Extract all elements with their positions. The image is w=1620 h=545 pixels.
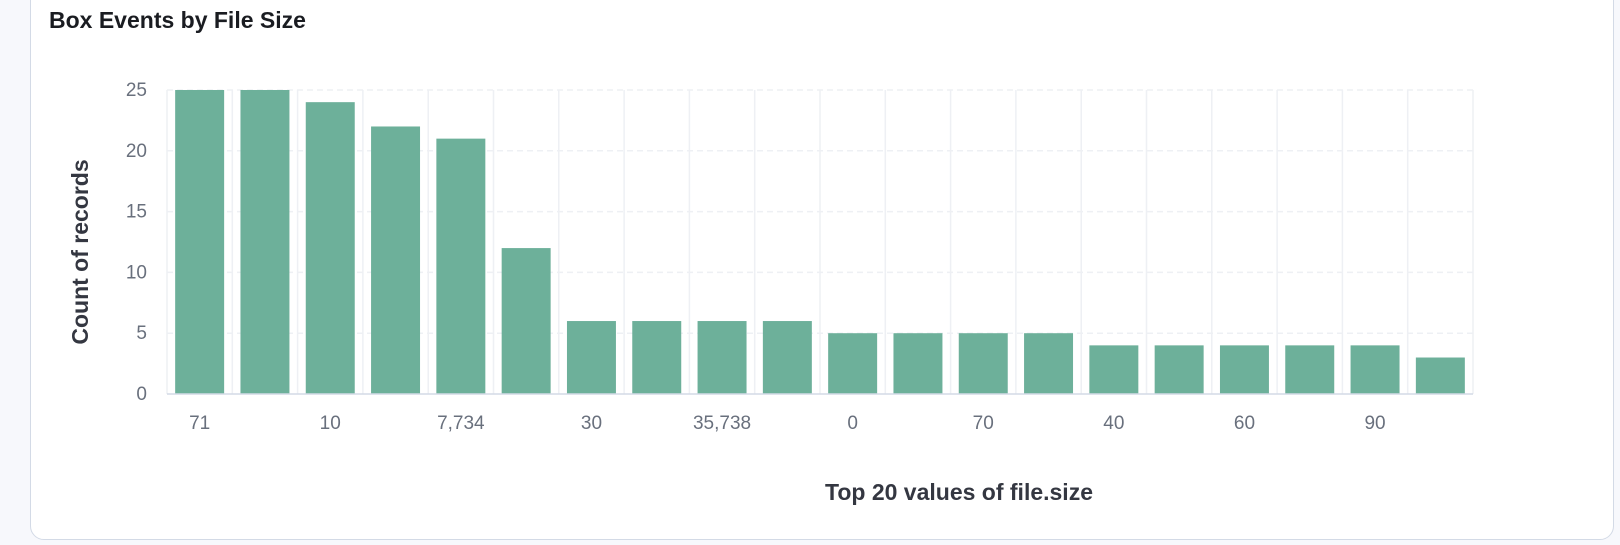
bar[interactable]	[958, 333, 1008, 394]
x-tick-label: 90	[1364, 413, 1385, 434]
y-tick-label: 25	[126, 80, 147, 101]
bar[interactable]	[632, 321, 682, 394]
bar[interactable]	[1024, 333, 1074, 394]
bar[interactable]	[762, 321, 812, 394]
bar[interactable]	[697, 321, 747, 394]
grid-lines	[166, 89, 1474, 394]
bar[interactable]	[566, 321, 616, 394]
axes: 0 5 10 15 20 25 71 10 7,734 30 35,738 0 70 40 60 90	[126, 80, 1473, 434]
x-tick-label: 10	[320, 413, 341, 434]
y-tick-label: 5	[136, 323, 147, 344]
y-axis-title: Count of records	[67, 159, 93, 344]
y-tick-label: 15	[126, 202, 147, 223]
bar[interactable]	[1154, 345, 1204, 394]
bar[interactable]	[1285, 345, 1335, 394]
x-tick-label: 35,738	[693, 413, 751, 434]
x-tick-label: 7,734	[437, 413, 485, 434]
x-tick-label: 60	[1234, 413, 1255, 434]
x-axis-title: Top 20 values of file.size	[825, 479, 1093, 505]
bar[interactable]	[1089, 345, 1139, 394]
x-tick-label: 0	[847, 413, 858, 434]
bar[interactable]	[175, 90, 225, 394]
x-tick-label: 30	[581, 413, 602, 434]
x-tick-label: 40	[1103, 413, 1124, 434]
panel-title: Box Events by File Size	[49, 7, 306, 33]
x-tick-label: 71	[189, 413, 210, 434]
bar[interactable]	[1415, 357, 1465, 394]
bar[interactable]	[1350, 345, 1400, 394]
bar[interactable]	[501, 248, 551, 394]
bars	[175, 90, 1465, 394]
y-tick-label: 10	[126, 262, 147, 283]
bar[interactable]	[240, 90, 290, 394]
bar[interactable]	[436, 138, 486, 394]
bar[interactable]	[371, 126, 421, 394]
bar[interactable]	[828, 333, 878, 394]
bar[interactable]	[305, 102, 355, 394]
y-tick-label: 20	[126, 141, 147, 162]
bar[interactable]	[1219, 345, 1269, 394]
x-tick-label: 70	[973, 413, 994, 434]
bar[interactable]	[893, 333, 943, 394]
y-tick-label: 0	[136, 384, 147, 405]
